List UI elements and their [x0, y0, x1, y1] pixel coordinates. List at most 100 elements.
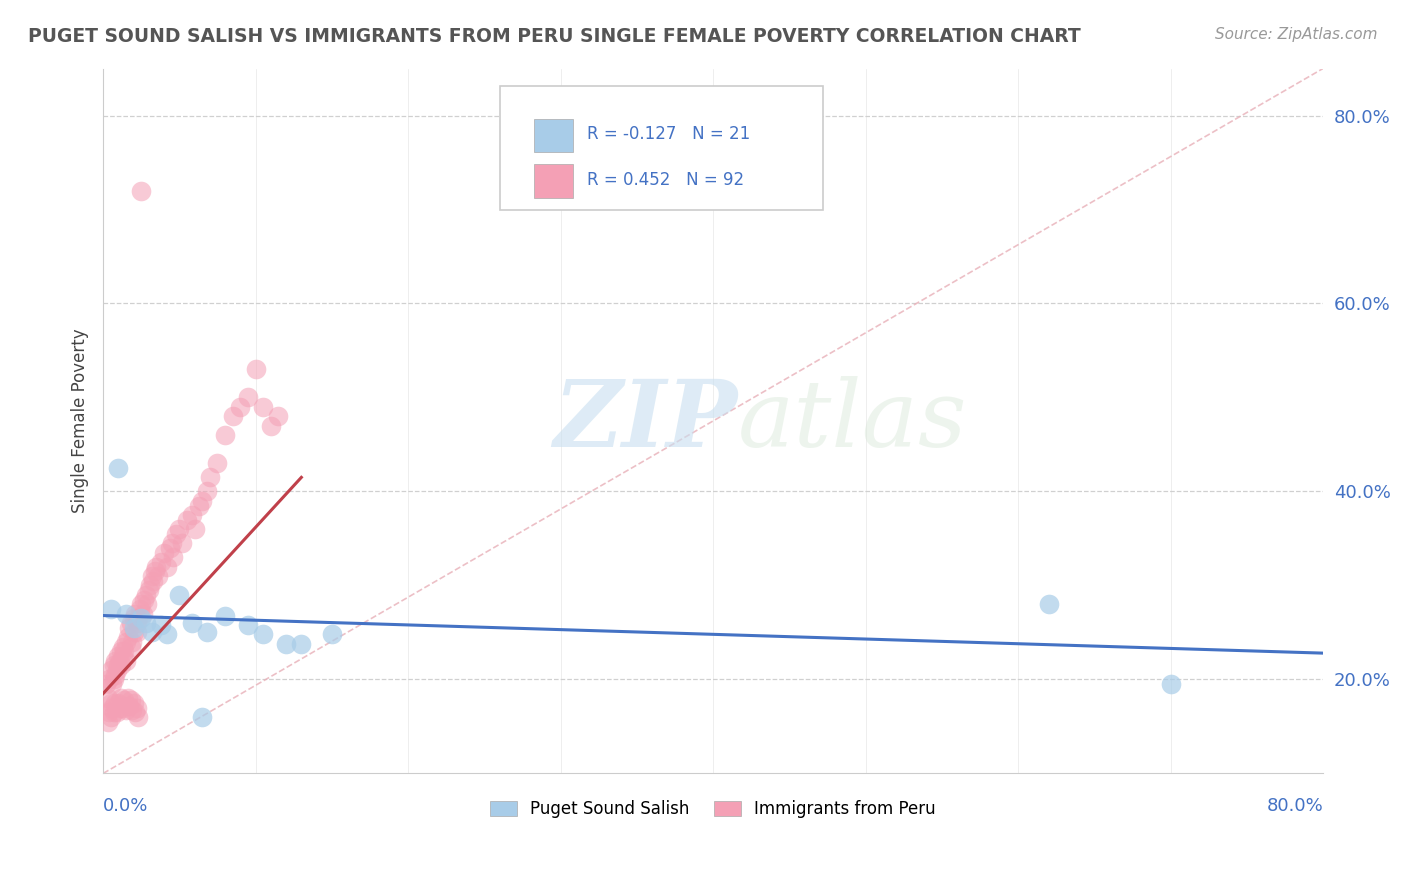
Point	[96, 677, 118, 691]
Point	[121, 702, 143, 716]
Point	[290, 637, 312, 651]
Point	[107, 648, 129, 663]
Legend: Puget Sound Salish, Immigrants from Peru: Puget Sound Salish, Immigrants from Peru	[484, 794, 943, 825]
Point	[222, 409, 245, 424]
Point	[115, 607, 138, 621]
Point	[114, 644, 136, 658]
Point	[114, 693, 136, 707]
Point	[107, 658, 129, 673]
Point	[125, 625, 148, 640]
Point	[169, 588, 191, 602]
Point	[145, 559, 167, 574]
Text: R = 0.452   N = 92: R = 0.452 N = 92	[588, 171, 745, 189]
Point	[125, 700, 148, 714]
Point	[156, 559, 179, 574]
Point	[98, 706, 121, 720]
Text: R = -0.127   N = 21: R = -0.127 N = 21	[588, 125, 751, 143]
Text: 80.0%: 80.0%	[1267, 797, 1323, 815]
Point	[153, 545, 176, 559]
Point	[124, 706, 146, 720]
Point	[115, 635, 138, 649]
Point	[143, 565, 166, 579]
Point	[260, 418, 283, 433]
Point	[107, 696, 129, 710]
Point	[252, 627, 274, 641]
Point	[159, 541, 181, 555]
Y-axis label: Single Female Poverty: Single Female Poverty	[72, 328, 89, 513]
Point	[110, 658, 132, 673]
Point	[236, 391, 259, 405]
Point	[141, 569, 163, 583]
Point	[124, 607, 146, 621]
Point	[100, 710, 122, 724]
Point	[1038, 597, 1060, 611]
Point	[118, 698, 141, 713]
Point	[117, 630, 139, 644]
Point	[183, 522, 205, 536]
Point	[107, 461, 129, 475]
Point	[111, 648, 134, 663]
Point	[191, 710, 214, 724]
Point	[214, 428, 236, 442]
Point	[176, 513, 198, 527]
Point	[162, 550, 184, 565]
Point	[120, 615, 142, 630]
Point	[156, 627, 179, 641]
Point	[100, 663, 122, 677]
FancyBboxPatch shape	[534, 119, 572, 153]
Point	[117, 691, 139, 706]
Point	[129, 611, 152, 625]
Point	[134, 592, 156, 607]
Point	[127, 611, 149, 625]
Point	[191, 494, 214, 508]
Point	[188, 499, 211, 513]
Point	[135, 615, 157, 630]
Point	[104, 696, 127, 710]
Point	[108, 700, 131, 714]
Point	[252, 400, 274, 414]
Point	[121, 635, 143, 649]
Point	[118, 621, 141, 635]
Text: ZIP: ZIP	[553, 376, 738, 466]
Point	[97, 691, 120, 706]
Text: Source: ZipAtlas.com: Source: ZipAtlas.com	[1215, 27, 1378, 42]
Point	[103, 658, 125, 673]
Point	[110, 691, 132, 706]
Point	[172, 536, 194, 550]
Point	[98, 673, 121, 687]
Point	[267, 409, 290, 424]
Point	[132, 607, 155, 621]
Point	[136, 597, 159, 611]
Point	[101, 700, 124, 714]
Point	[135, 588, 157, 602]
Text: PUGET SOUND SALISH VS IMMIGRANTS FROM PERU SINGLE FEMALE POVERTY CORRELATION CHA: PUGET SOUND SALISH VS IMMIGRANTS FROM PE…	[28, 27, 1081, 45]
Point	[214, 608, 236, 623]
Point	[101, 677, 124, 691]
Point	[160, 536, 183, 550]
Point	[108, 654, 131, 668]
Point	[122, 625, 145, 640]
Point	[111, 640, 134, 654]
Point	[128, 602, 150, 616]
Point	[115, 702, 138, 716]
Point	[105, 663, 128, 677]
Point	[103, 673, 125, 687]
Point	[169, 522, 191, 536]
Point	[122, 696, 145, 710]
Point	[100, 602, 122, 616]
Point	[120, 640, 142, 654]
Point	[229, 400, 252, 414]
Point	[110, 644, 132, 658]
Text: 0.0%: 0.0%	[103, 797, 149, 815]
Point	[198, 470, 221, 484]
Point	[146, 569, 169, 583]
Point	[120, 693, 142, 707]
Point	[274, 637, 297, 651]
Point	[165, 526, 187, 541]
Point	[195, 484, 218, 499]
Point	[122, 621, 145, 635]
Point	[139, 578, 162, 592]
Point	[104, 654, 127, 668]
Point	[207, 456, 229, 470]
Point	[236, 618, 259, 632]
